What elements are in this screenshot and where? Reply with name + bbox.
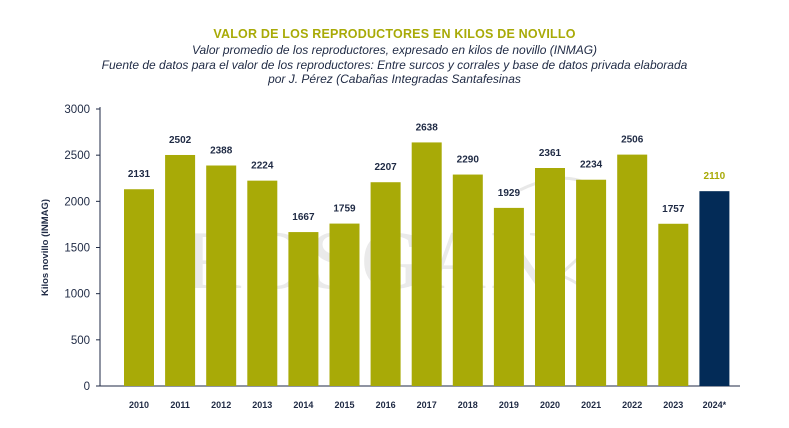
x-tick-label: 2010 xyxy=(129,400,149,410)
y-tick-label: 1500 xyxy=(64,243,90,255)
bar-2013 xyxy=(247,180,278,386)
x-tick-label: 2023 xyxy=(663,400,683,410)
y-tick-label: 2000 xyxy=(64,196,90,208)
bar-2020 xyxy=(535,168,565,386)
x-tick-label: 2022 xyxy=(622,400,642,410)
data-label: 2506 xyxy=(621,135,644,146)
x-tick-label: 2011 xyxy=(170,400,190,410)
bar-2018 xyxy=(452,174,483,386)
y-tick-label: 3000 xyxy=(64,104,90,116)
bar-2022 xyxy=(617,154,648,386)
y-tick-label: 2500 xyxy=(64,150,90,162)
x-tick-label: 2020 xyxy=(540,400,560,410)
data-label: 2388 xyxy=(210,146,233,157)
bar-2024-star xyxy=(699,191,730,386)
x-tick-label: 2018 xyxy=(458,400,478,410)
bar-2012 xyxy=(206,165,237,386)
y-tick-label: 1000 xyxy=(64,289,90,301)
data-label: 2110 xyxy=(704,171,726,182)
data-label: 2290 xyxy=(457,155,480,166)
bar-2011 xyxy=(165,154,196,386)
x-tick-label: 2021 xyxy=(581,400,601,410)
data-label: 2207 xyxy=(374,162,397,173)
bar-2010 xyxy=(124,189,154,386)
x-tick-label: 2014 xyxy=(293,400,313,410)
data-label: 2502 xyxy=(169,135,192,146)
data-label: 1757 xyxy=(662,204,685,215)
y-tick-label: 0 xyxy=(84,381,90,393)
chart-subtitle-line-2: Fuente de datos para el valor de los rep… xyxy=(101,58,688,72)
x-tick-label: 2013 xyxy=(252,400,272,410)
bar-2019 xyxy=(493,207,524,386)
data-label: 2361 xyxy=(539,148,562,159)
x-tick-label: 2017 xyxy=(417,400,437,410)
watermark-text: ROSGAN xyxy=(185,214,554,307)
bar-2014 xyxy=(288,232,319,386)
bar-2016 xyxy=(370,182,401,386)
data-label: 1929 xyxy=(498,188,521,199)
chart-subtitle-line-1: Valor promedio de los reproductores, exp… xyxy=(191,43,598,57)
chart-subtitle-line-3: por J. Pérez (Cabañas Integradas Santafe… xyxy=(268,72,521,86)
y-tick-label: 500 xyxy=(71,335,90,347)
x-tick-label: 2019 xyxy=(499,400,519,410)
bar-2017 xyxy=(411,142,442,386)
bar-2015 xyxy=(329,223,360,386)
x-tick-label: 2024* xyxy=(703,400,727,410)
data-label: 2131 xyxy=(128,169,151,180)
data-label: 2234 xyxy=(580,160,603,171)
x-tick-label: 2015 xyxy=(334,400,354,410)
data-label: 1667 xyxy=(292,212,315,223)
x-tick-label: 2016 xyxy=(376,400,396,410)
bar-2023 xyxy=(658,223,689,386)
bar-2021 xyxy=(576,179,607,386)
data-label: 2224 xyxy=(251,161,274,172)
data-label: 2638 xyxy=(416,122,439,133)
chart-title: VALOR DE LOS REPRODUCTORES EN KILOS DE N… xyxy=(213,27,576,41)
data-label: 1759 xyxy=(333,204,356,215)
x-tick-label: 2012 xyxy=(211,400,231,410)
y-axis-title: Kilos novillo (INMAG) xyxy=(40,199,51,296)
